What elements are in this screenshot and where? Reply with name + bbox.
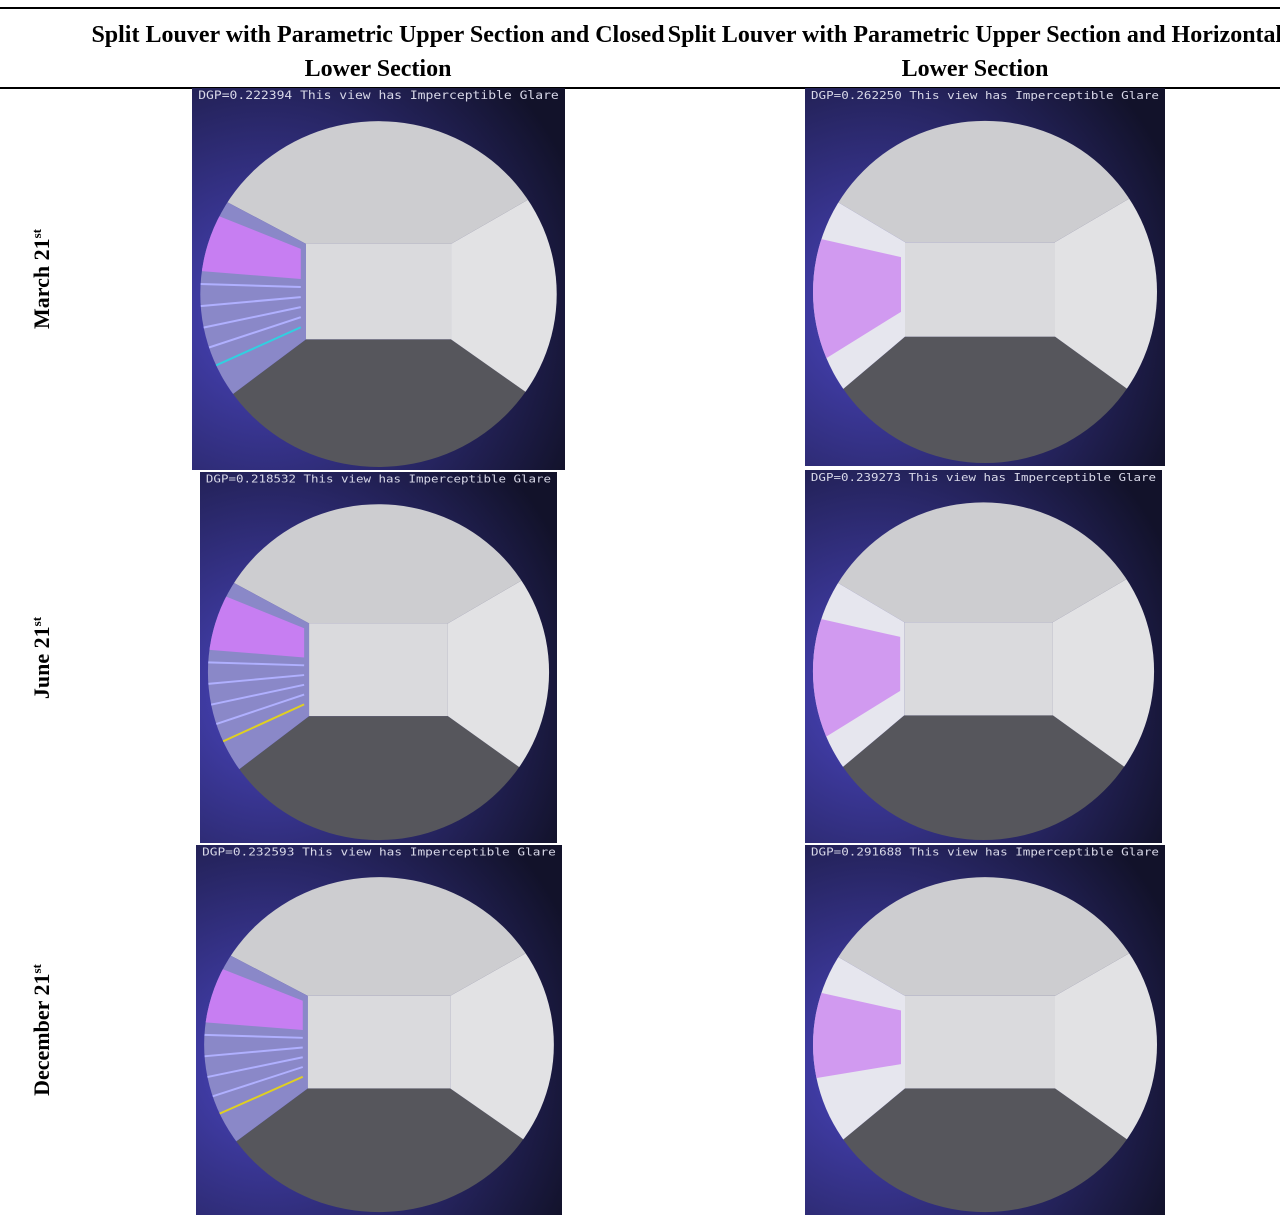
floor xyxy=(200,339,557,467)
back-wall xyxy=(305,243,452,340)
floor xyxy=(812,715,1155,841)
row-label-suffix: st xyxy=(28,964,44,974)
row-label-text: June 21 xyxy=(29,625,55,699)
louver-slat xyxy=(200,306,302,330)
fisheye-image: DGP=0.232593 This view has Imperceptible… xyxy=(196,845,562,1215)
louver-glare xyxy=(207,589,305,658)
louver-slat xyxy=(207,693,305,728)
row-label-text: December 21 xyxy=(29,973,55,1096)
fisheye-image: DGP=0.239273 This view has Imperceptible… xyxy=(805,470,1162,843)
fisheye-image: DGP=0.222394 This view has Imperceptible… xyxy=(192,88,565,470)
louver-glare xyxy=(200,208,301,279)
louver-glare xyxy=(812,617,901,745)
row-label: December 21st xyxy=(29,964,55,1096)
header-rule xyxy=(0,87,1280,89)
back-wall xyxy=(309,623,448,717)
louver-glare xyxy=(813,991,901,1079)
louver-glare xyxy=(813,237,901,367)
louver-glare xyxy=(204,961,303,1030)
row-label-suffix: st xyxy=(28,228,44,239)
louver-slat xyxy=(200,296,301,308)
top-rule xyxy=(0,7,1280,9)
louver-slat xyxy=(200,283,301,289)
back-wall xyxy=(904,622,1053,716)
row-label-text: March 21 xyxy=(29,238,55,330)
glare-caption: DGP=0.291688 This view has Imperceptible… xyxy=(811,846,1159,859)
glare-caption: DGP=0.222394 This view has Imperceptible… xyxy=(198,89,559,102)
louver-slat xyxy=(207,683,305,707)
row-label-suffix: st xyxy=(28,616,44,626)
louver-slat xyxy=(207,661,305,667)
glare-render: DGP=0.222394 This view has Imperceptible… xyxy=(192,88,565,470)
glare-render: DGP=0.218532 This view has Imperceptible… xyxy=(200,472,557,843)
glare-render: DGP=0.239273 This view has Imperceptible… xyxy=(805,470,1162,843)
louver-slat xyxy=(200,316,302,352)
back-wall xyxy=(905,995,1055,1089)
floor xyxy=(204,1088,554,1213)
row-label: March 21st xyxy=(29,229,55,329)
glare-caption: DGP=0.218532 This view has Imperceptible… xyxy=(206,473,551,486)
floor xyxy=(207,716,550,841)
glare-render: DGP=0.262250 This view has Imperceptible… xyxy=(805,88,1165,466)
right-wall xyxy=(451,178,557,420)
room xyxy=(812,502,1155,841)
louver-slat xyxy=(204,1066,304,1101)
glare-caption: DGP=0.262250 This view has Imperceptible… xyxy=(811,89,1159,102)
glare-caption: DGP=0.232593 This view has Imperceptible… xyxy=(202,846,556,859)
louver-slat xyxy=(204,1056,303,1079)
fisheye-image: DGP=0.291688 This view has Imperceptible… xyxy=(805,845,1165,1215)
right-wall xyxy=(1052,558,1155,794)
floor xyxy=(813,1088,1157,1213)
louver-slat xyxy=(204,1033,303,1039)
row-label: June 21st xyxy=(29,616,55,698)
back-wall xyxy=(905,242,1055,337)
louver-slat xyxy=(200,326,302,374)
right-wall xyxy=(1055,177,1157,417)
column-header: Split Louver with Parametric Upper Secti… xyxy=(91,22,665,82)
louver-slat xyxy=(204,1075,304,1122)
back-wall xyxy=(307,995,451,1089)
glare-caption: DGP=0.239273 This view has Imperceptible… xyxy=(811,471,1156,484)
column-header: Split Louver with Parametric Upper Secti… xyxy=(667,22,1280,82)
glare-render: DGP=0.291688 This view has Imperceptible… xyxy=(805,845,1165,1215)
louver-slat xyxy=(207,674,305,685)
glare-render: DGP=0.232593 This view has Imperceptible… xyxy=(196,845,562,1215)
louver-slat xyxy=(204,1046,303,1058)
fisheye-image: DGP=0.262250 This view has Imperceptible… xyxy=(805,88,1165,466)
fisheye-image: DGP=0.218532 This view has Imperceptible… xyxy=(200,472,557,843)
louver-slat xyxy=(207,703,305,750)
floor xyxy=(813,336,1157,464)
